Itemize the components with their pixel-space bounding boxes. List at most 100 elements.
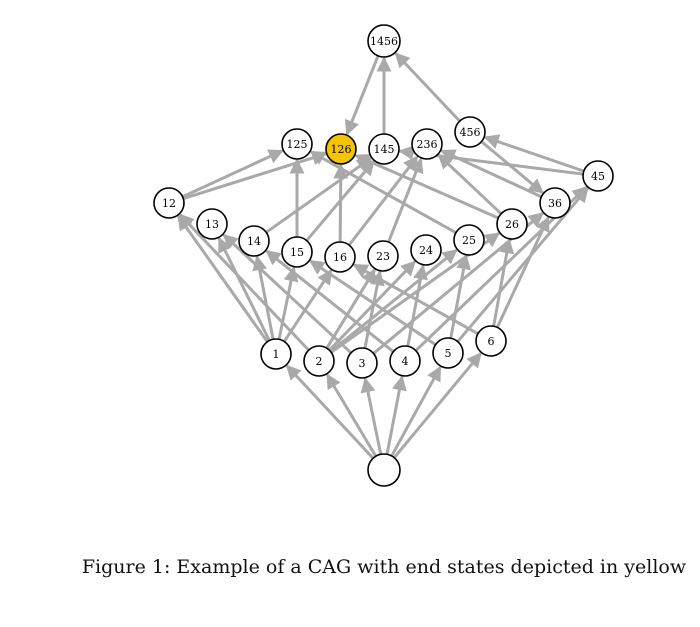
node-circle: [367, 24, 401, 58]
node-13: 13: [196, 208, 228, 240]
node-circle: [454, 116, 486, 148]
node-label: 125: [287, 138, 308, 151]
node-3: 3: [346, 347, 378, 379]
node-label: 26: [505, 218, 519, 231]
node-circle: [281, 236, 313, 268]
node-label: 14: [247, 235, 261, 248]
node-6: 6: [475, 325, 507, 357]
node-circle: [539, 187, 571, 219]
edge-12-to-126: [182, 150, 328, 200]
node-circle: [153, 187, 185, 219]
edge-2-to-25: [329, 248, 458, 353]
node-label: 1: [273, 348, 280, 361]
node-circle: [367, 453, 401, 487]
node-2: 2: [303, 345, 335, 377]
edge-root-to-3: [360, 377, 383, 455]
edge-5-to-25: [449, 254, 471, 339]
node-label: 24: [419, 244, 433, 257]
edge-26-to-236: [437, 153, 503, 215]
edge-14-to-145: [265, 157, 373, 234]
edge-1-to-16: [283, 269, 333, 343]
edge-6-to-26: [492, 238, 515, 327]
edge-1-to-13: [217, 237, 271, 342]
node-1456: 1456: [367, 24, 401, 58]
node-12: 12: [153, 187, 185, 219]
node-label: 16: [333, 251, 347, 264]
edge-456-to-36: [480, 140, 544, 194]
edge-1456-to-126: [344, 55, 380, 136]
node-circle: [367, 240, 399, 272]
node-label: 2: [316, 355, 323, 368]
node-circle: [238, 225, 270, 257]
node-14: 14: [238, 225, 270, 257]
edge-6-to-16: [352, 263, 479, 336]
node-label: 456: [460, 126, 481, 139]
node-24: 24: [410, 234, 442, 266]
node-125: 125: [281, 128, 313, 160]
node-145: 145: [368, 133, 400, 165]
edge-1-to-14: [252, 255, 275, 340]
node-circle: [410, 234, 442, 266]
node-23: 23: [367, 240, 399, 272]
node-126: 126: [325, 133, 357, 165]
node-label: 23: [376, 250, 390, 263]
end-state-node-circle: [325, 133, 357, 165]
edge-3-to-23: [363, 270, 385, 349]
node-root: [367, 453, 401, 487]
node-label: 4: [402, 355, 409, 368]
node-label: 6: [488, 335, 495, 348]
node-5: 5: [432, 337, 464, 369]
node-circle: [496, 208, 528, 240]
edge-4-to-24: [406, 264, 428, 347]
node-circle: [324, 241, 356, 273]
edge-root-to-4: [385, 375, 407, 455]
figure-caption: Figure 1: Example of a CAG with end stat…: [81, 556, 687, 578]
edge-12-to-125: [181, 149, 284, 199]
node-circle: [346, 347, 378, 379]
node-label: 45: [591, 170, 605, 183]
edge-root-to-1: [285, 364, 375, 460]
node-45: 45: [582, 160, 614, 192]
node-circle: [196, 208, 228, 240]
node-15: 15: [281, 236, 313, 268]
edge-5-to-15: [309, 259, 437, 346]
edge-4-to-14: [265, 249, 395, 353]
edge-26-to-126: [354, 153, 499, 220]
edge-root-to-6: [393, 352, 482, 459]
node-label: 3: [359, 357, 366, 370]
node-circle: [260, 338, 292, 370]
edge-16-to-236: [347, 155, 419, 247]
node-circle: [453, 224, 485, 256]
node-1: 1: [260, 338, 292, 370]
node-circle: [432, 337, 464, 369]
node-circle: [281, 128, 313, 160]
node-label: 1456: [370, 35, 398, 48]
edge-root-to-2: [325, 373, 378, 458]
node-label: 126: [331, 143, 352, 156]
node-label: 145: [374, 143, 395, 156]
edge-6-to-36: [495, 216, 550, 329]
node-circle: [411, 128, 443, 160]
edge-2-to-12: [178, 213, 310, 352]
node-label: 236: [417, 138, 438, 151]
node-25: 25: [453, 224, 485, 256]
node-circle: [582, 160, 614, 192]
edge-23-to-236: [387, 157, 424, 243]
edge-25-to-125: [309, 150, 457, 234]
node-4: 4: [389, 345, 421, 377]
node-label: 15: [290, 246, 304, 259]
edge-456-to-1456: [394, 52, 461, 123]
node-label: 12: [162, 197, 176, 210]
node-circle: [389, 345, 421, 377]
edge-2-to-23: [325, 268, 376, 349]
node-26: 26: [496, 208, 528, 240]
edge-45-to-456: [483, 134, 585, 173]
edge-16-to-126: [333, 163, 349, 243]
node-456: 456: [454, 116, 486, 148]
node-36: 36: [539, 187, 571, 219]
node-label: 25: [462, 234, 476, 247]
edge-1-to-12: [177, 214, 269, 343]
edge-1-to-15: [277, 266, 299, 340]
